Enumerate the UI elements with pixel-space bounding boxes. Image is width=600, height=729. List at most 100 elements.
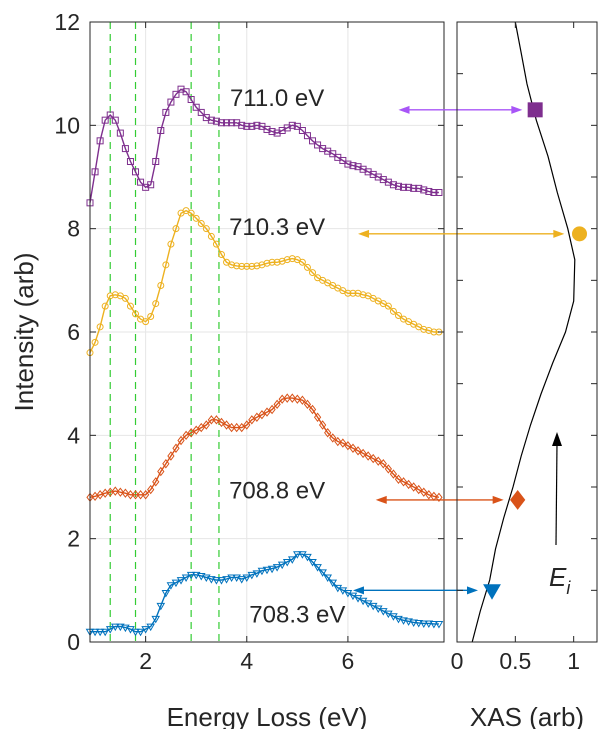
data-point (121, 488, 130, 498)
data-point (197, 422, 205, 433)
data-point (238, 422, 246, 433)
data-point (126, 490, 135, 500)
data-point (181, 574, 191, 583)
data-point (415, 184, 423, 192)
data-point (263, 259, 271, 267)
data-point (283, 256, 291, 264)
data-point (399, 477, 408, 487)
data-point (172, 443, 180, 453)
arrow-head-right (553, 229, 565, 238)
data-point (147, 484, 155, 495)
data-point (91, 338, 99, 346)
arrow-head-right (467, 586, 478, 595)
arrow-2 (358, 229, 565, 238)
x-tick-label: 2 (139, 648, 152, 674)
data-point (394, 182, 402, 190)
data-point (430, 189, 438, 196)
data-point (313, 564, 322, 572)
data-point (96, 137, 104, 145)
xas-x-tick-label: 1 (567, 648, 580, 674)
arrow-1 (375, 495, 504, 504)
data-point (146, 623, 156, 632)
data-point (303, 263, 311, 271)
data-point (248, 415, 256, 425)
data-point (253, 262, 261, 270)
arrow-head-left (398, 105, 410, 114)
y-tick-label: 12 (54, 9, 80, 35)
xas-x-tick-label: 0 (451, 648, 464, 674)
data-point (384, 464, 393, 474)
data-point (111, 116, 119, 124)
arrow-head-left (375, 495, 387, 504)
data-point (152, 300, 160, 308)
data-point (288, 121, 296, 129)
data-point (105, 626, 115, 634)
data-point (262, 566, 272, 575)
data-point (217, 251, 225, 258)
data-point (324, 428, 332, 438)
data-point (389, 307, 397, 315)
data-point (369, 453, 377, 464)
data-point (293, 122, 301, 130)
data-point (389, 181, 397, 189)
data-point (233, 262, 241, 270)
y-tick-label: 10 (54, 112, 80, 138)
y-tick-label: 6 (67, 319, 80, 345)
data-point (257, 567, 267, 576)
data-point (131, 628, 140, 637)
data-point (354, 289, 362, 297)
data-point (410, 184, 418, 192)
data-point (126, 158, 134, 165)
data-point (420, 186, 428, 194)
data-point (243, 262, 251, 270)
data-point (197, 220, 205, 227)
data-point (141, 626, 150, 634)
data-point (116, 129, 124, 137)
data-point (379, 459, 387, 469)
data-point (167, 240, 175, 248)
xas-ticks: 0 0.5 1 (451, 21, 597, 674)
data-point (95, 628, 105, 637)
data-point (136, 490, 145, 500)
data-point (141, 490, 150, 500)
data-point (404, 479, 413, 490)
arrow-head-right (511, 105, 523, 114)
x-tick-label: 4 (240, 648, 253, 674)
data-point (96, 323, 104, 331)
data-point (101, 302, 109, 310)
data-point (344, 160, 352, 168)
data-point (359, 448, 367, 459)
data-point (258, 409, 266, 420)
data-point (116, 623, 125, 632)
data-point (197, 108, 205, 116)
data-point (252, 570, 262, 578)
data-point (162, 459, 170, 469)
data-point (399, 617, 408, 625)
data-point (243, 122, 251, 130)
data-point (415, 484, 423, 495)
data-point (394, 474, 403, 484)
data-point (233, 422, 241, 433)
data-point (394, 311, 402, 319)
xas-x-tick-label: 0.5 (499, 648, 531, 674)
series-7110 (86, 85, 443, 207)
data-point (176, 577, 186, 585)
data-point (157, 282, 165, 289)
data-point (217, 119, 225, 127)
data-point (147, 181, 155, 189)
data-point (207, 415, 216, 425)
arrow-head-left (352, 586, 364, 595)
data-point (242, 574, 252, 583)
data-point (344, 440, 352, 451)
data-point (329, 150, 337, 158)
data-point (212, 577, 221, 585)
data-point (273, 258, 281, 266)
data-point (268, 258, 276, 266)
data-point (248, 122, 256, 130)
data-point (268, 128, 276, 136)
data-point (303, 399, 312, 410)
data-point (272, 564, 282, 572)
data-point (268, 404, 276, 415)
data-point (419, 620, 429, 629)
